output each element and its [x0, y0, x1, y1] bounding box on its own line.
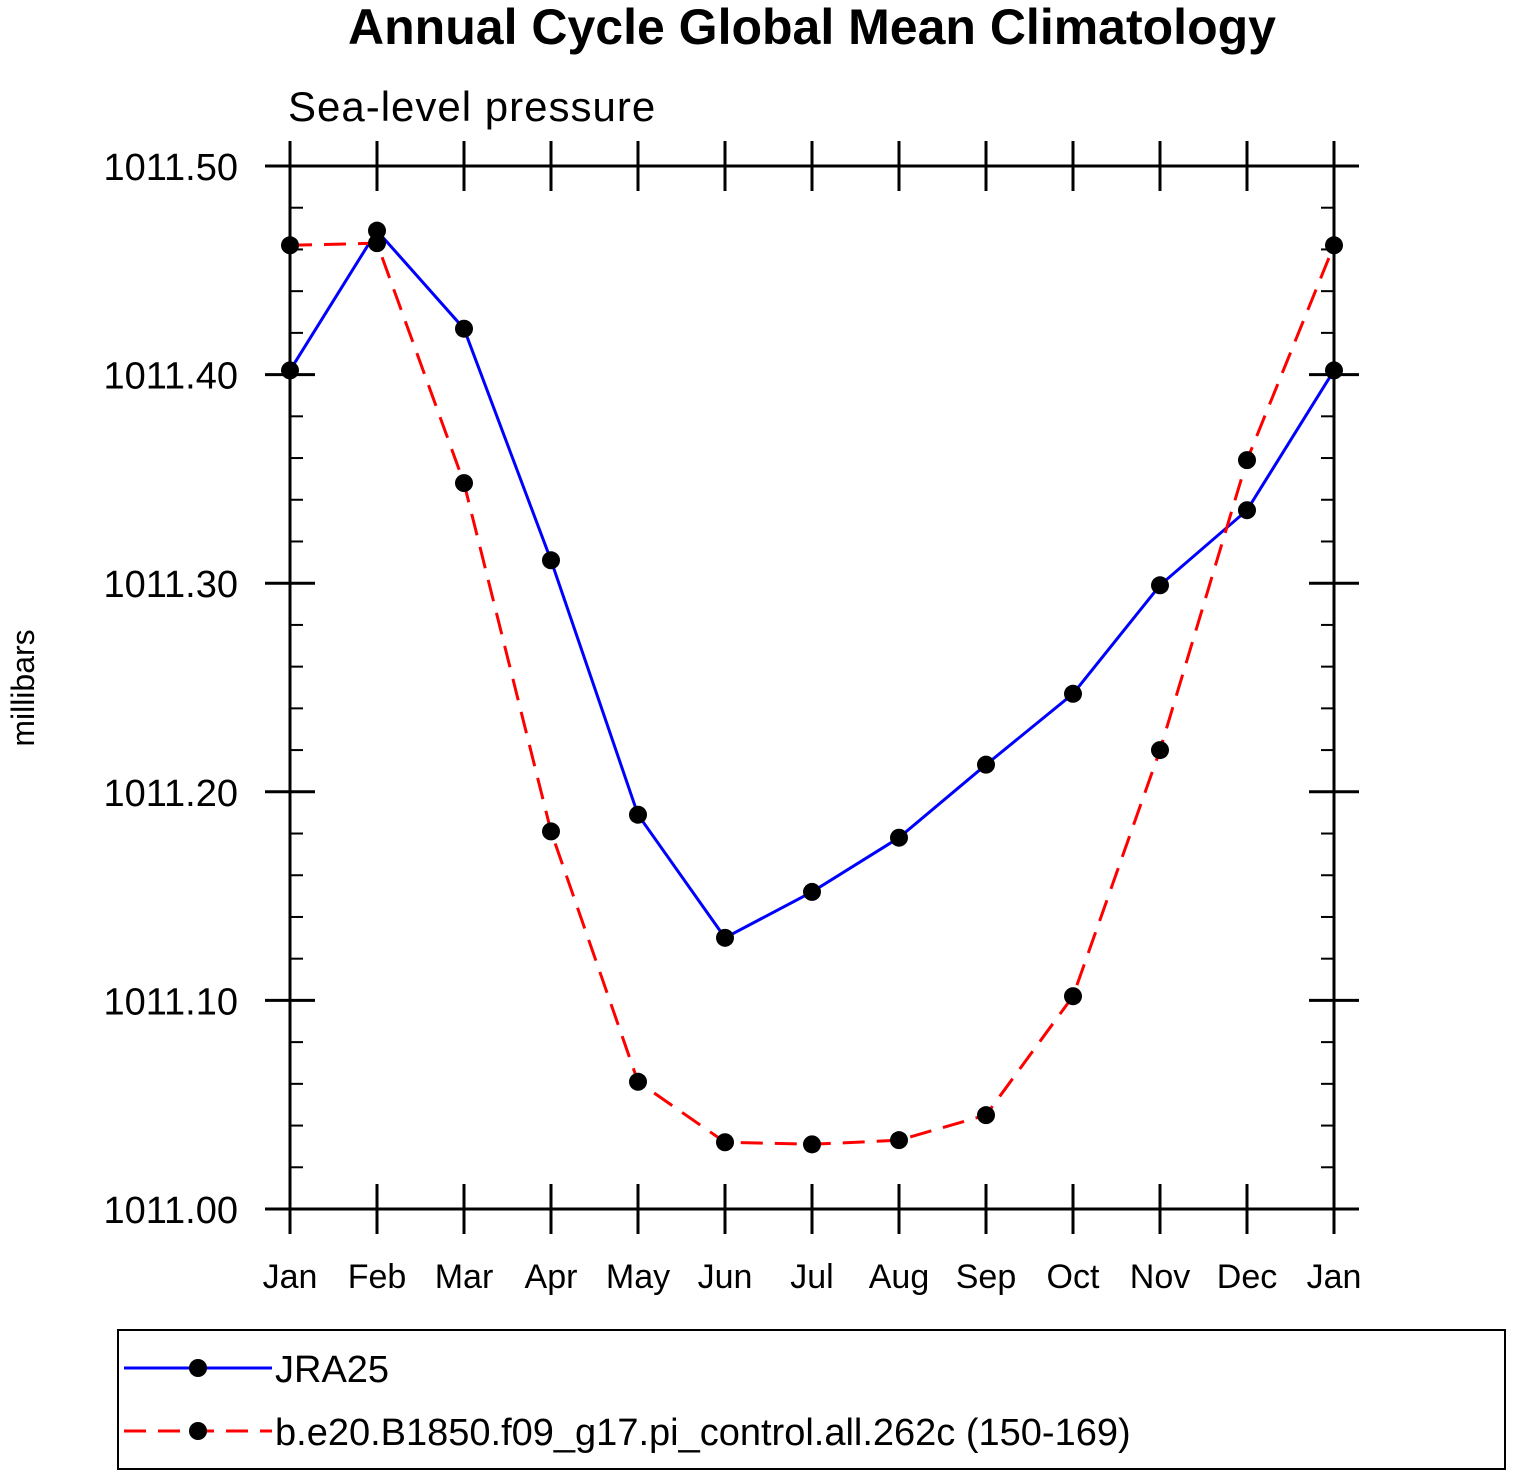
x-tick-label: Feb: [348, 1258, 407, 1296]
data-point-s0-5: [716, 928, 734, 947]
series-layer: [281, 221, 1343, 1154]
data-point-s1-9: [1064, 987, 1082, 1006]
data-point-s1-4: [629, 1072, 647, 1091]
legend-marker-jra25: [189, 1359, 207, 1377]
data-point-s0-9: [1064, 684, 1082, 703]
y-tick-label: 1011.20: [103, 773, 238, 815]
x-tick-label: Sep: [956, 1258, 1017, 1296]
data-point-s1-10: [1151, 741, 1169, 760]
legend-marker-model: [189, 1422, 207, 1440]
data-point-s1-11: [1238, 451, 1256, 470]
y-axis-label: millibars: [5, 629, 41, 746]
data-point-s1-2: [455, 474, 473, 493]
series-line-0: [288, 228, 1336, 940]
axis-ticks: [265, 141, 1359, 1234]
x-tick-label: Jun: [698, 1258, 753, 1296]
data-point-s1-0: [281, 236, 299, 255]
x-tick-label: Oct: [1047, 1258, 1100, 1296]
data-point-s0-7: [890, 828, 908, 847]
data-point-s1-6: [803, 1135, 821, 1154]
y-tick-label: 1011.00: [103, 1190, 238, 1232]
legend-label-model: b.e20.B1850.f09_g17.pi_control.all.262c …: [275, 1412, 1131, 1454]
x-tick-label: May: [606, 1258, 670, 1296]
data-point-s0-10: [1151, 576, 1169, 595]
x-tick-label: Apr: [525, 1258, 578, 1296]
data-point-s1-3: [542, 822, 560, 841]
y-tick-label: 1011.40: [103, 356, 238, 398]
data-point-s0-6: [803, 882, 821, 901]
data-point-s0-2: [455, 319, 473, 338]
y-tick-label: 1011.10: [103, 981, 238, 1023]
x-tick-labels: Jan Feb Mar Apr May Jun Jul Aug Sep Oct Nov Dec Jan: [263, 1258, 1362, 1296]
x-tick-label: Jul: [790, 1258, 833, 1296]
legend-label-jra25: JRA25: [275, 1349, 389, 1391]
data-point-s1-7: [890, 1131, 908, 1150]
data-point-s1-5: [716, 1133, 734, 1152]
y-tick-label: 1011.30: [103, 564, 238, 606]
data-point-s0-1: [368, 221, 386, 240]
series-line-1: [289, 241, 1336, 1146]
data-point-s1-8: [977, 1106, 995, 1125]
data-point-s0-12: [1325, 361, 1343, 380]
data-point-s1-12: [1325, 236, 1343, 255]
chart-subtitle: Sea-level pressure: [288, 83, 656, 130]
y-tick-labels: 1011.00 1011.10 1011.20 1011.30 1011.40 1011.…: [103, 147, 238, 1232]
x-tick-label: Jan: [263, 1258, 318, 1296]
y-tick-label: 1011.50: [103, 147, 238, 189]
x-tick-label: Jan: [1307, 1258, 1362, 1296]
data-point-s0-11: [1238, 501, 1256, 520]
data-point-s0-3: [542, 551, 560, 570]
x-tick-label: Dec: [1217, 1258, 1277, 1296]
x-tick-label: Mar: [435, 1258, 494, 1296]
x-tick-label: Aug: [869, 1258, 930, 1296]
data-point-s0-0: [281, 361, 299, 380]
data-point-s0-4: [629, 805, 647, 824]
legend: JRA25 b.e20.B1850.f09_g17.pi_control.all…: [117, 1329, 1506, 1470]
legend-box: [117, 1329, 1506, 1470]
data-point-s1-1: [368, 234, 386, 253]
chart-title: Annual Cycle Global Mean Climatology: [348, 0, 1276, 55]
x-tick-label: Nov: [1130, 1258, 1190, 1296]
data-point-s0-8: [977, 755, 995, 774]
